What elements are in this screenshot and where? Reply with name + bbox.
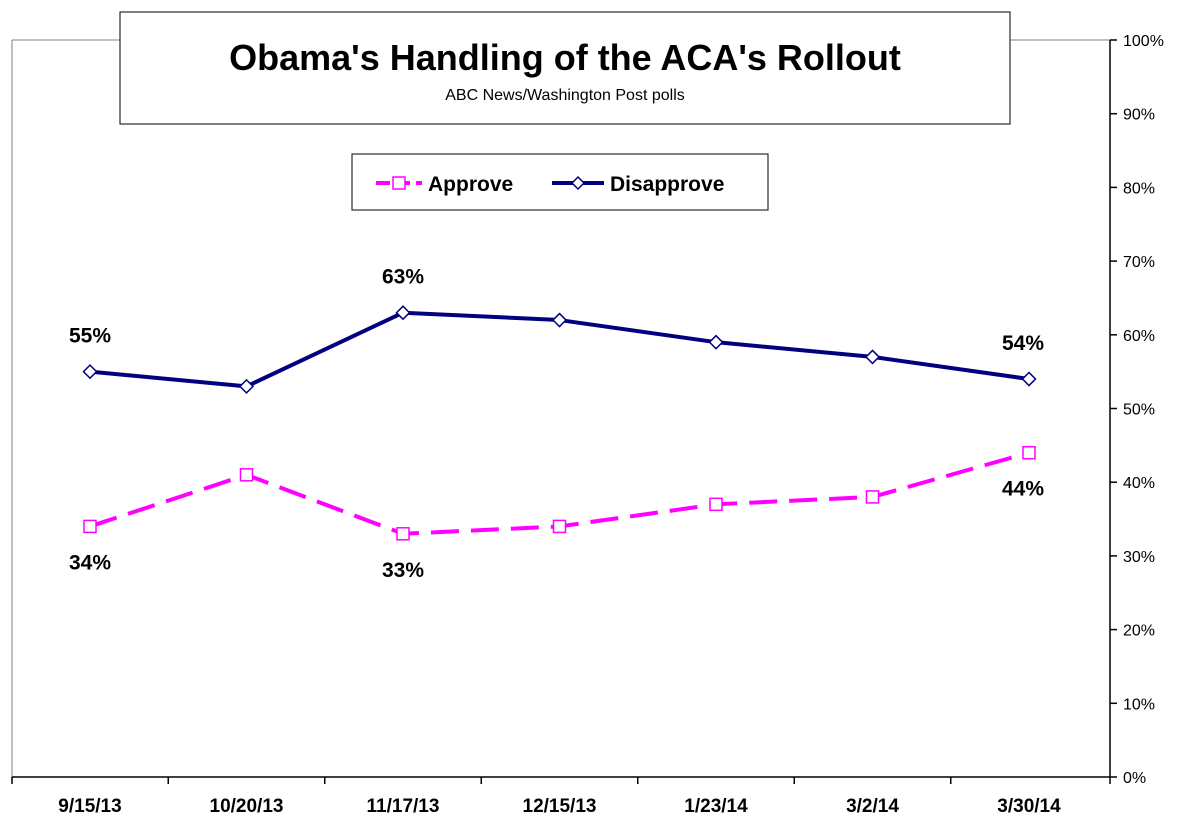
x-tick-label: 1/23/14 bbox=[684, 796, 748, 817]
approve-point bbox=[1022, 445, 1036, 460]
approve-point bbox=[396, 527, 410, 541]
y-tick-label: 40% bbox=[1123, 475, 1155, 492]
disapprove-data-label: 55% bbox=[69, 325, 111, 348]
disapprove-point bbox=[238, 378, 255, 394]
approve-point bbox=[865, 490, 880, 504]
approve-point bbox=[239, 468, 254, 482]
disapprove-data-label: 54% bbox=[1002, 332, 1044, 355]
chart-subtitle: ABC News/Washington Post polls bbox=[445, 87, 685, 104]
disapprove-point bbox=[864, 349, 881, 365]
y-tick-label: 80% bbox=[1123, 180, 1155, 197]
x-tick-label: 9/15/13 bbox=[58, 796, 121, 817]
y-tick-label: 70% bbox=[1123, 254, 1155, 271]
disapprove-point bbox=[1021, 371, 1037, 387]
y-tick-label: 10% bbox=[1123, 696, 1155, 713]
data-labels-layer: 34% 33% 44% 55% 63% 54% bbox=[69, 266, 1044, 582]
disapprove-point bbox=[708, 334, 724, 350]
x-tick-label: 12/15/13 bbox=[523, 796, 597, 817]
series-layer bbox=[82, 305, 1037, 541]
approve-data-label: 33% bbox=[382, 559, 424, 582]
title-box-border bbox=[119, 11, 1011, 125]
plot-frame bbox=[11, 39, 1111, 778]
chart-title: Obama's Handling of the ACA's Rollout bbox=[229, 37, 901, 78]
approve-point bbox=[552, 519, 567, 534]
y-tick-label: 100% bbox=[1123, 33, 1164, 50]
disapprove-point bbox=[395, 305, 411, 321]
x-tick-label: 3/2/14 bbox=[846, 796, 899, 817]
x-tick-label: 3/30/14 bbox=[997, 796, 1061, 817]
disapprove-point bbox=[82, 364, 98, 380]
legend-approve-marker bbox=[392, 176, 406, 190]
approve-data-label: 44% bbox=[1002, 478, 1044, 501]
x-axis: 9/15/13 10/20/13 11/17/13 12/15/13 1/23/14 3/… bbox=[11, 777, 1111, 817]
y-tick-label: 90% bbox=[1123, 107, 1155, 124]
y-tick-label: 30% bbox=[1123, 549, 1155, 566]
y-axis: 0% 10% 20% 30% 40% 50% 60% 70% 80% 90% 100% bbox=[1110, 33, 1164, 787]
disapprove-data-label: 63% bbox=[382, 266, 424, 289]
y-tick-label: 0% bbox=[1123, 770, 1146, 787]
y-tick-label: 50% bbox=[1123, 402, 1155, 419]
legend-disapprove-marker bbox=[570, 175, 586, 191]
x-tick-label: 11/17/13 bbox=[367, 796, 440, 817]
y-tick-label: 60% bbox=[1123, 328, 1155, 345]
y-tick-label: 20% bbox=[1123, 623, 1155, 640]
approve-point bbox=[83, 519, 97, 534]
approve-data-label: 34% bbox=[69, 551, 111, 574]
title-box: Obama's Handling of the ACA's Rollout AB… bbox=[119, 11, 1011, 125]
approve-point bbox=[709, 497, 723, 512]
x-tick-label: 10/20/13 bbox=[210, 796, 284, 817]
legend-disapprove-label: Disapprove bbox=[610, 173, 724, 196]
disapprove-point bbox=[551, 312, 568, 328]
legend-approve-label: Approve bbox=[428, 173, 513, 196]
legend: Approve Disapprove bbox=[351, 153, 769, 211]
